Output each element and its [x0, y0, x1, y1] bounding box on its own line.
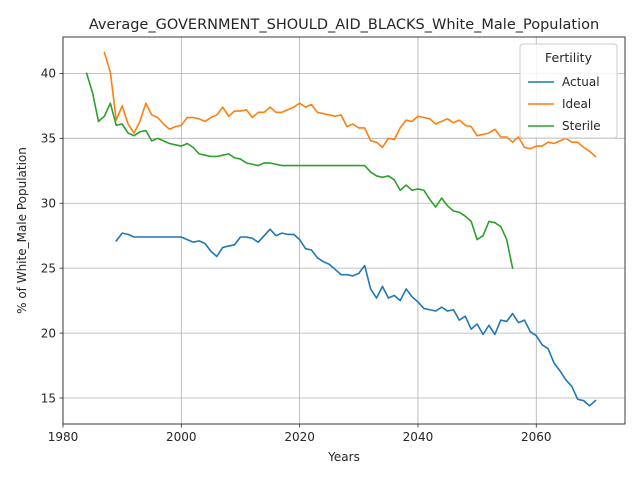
plot-frame: [62, 36, 626, 425]
y-tick-label: 40: [41, 67, 56, 81]
x-tick-label: 1980: [48, 430, 79, 444]
axis-ticks: 1980 2000 2020 2040 2060 15 20 25 30 35 40: [41, 67, 552, 444]
legend-box: [519, 43, 618, 139]
series-lines: [85, 51, 597, 407]
legend-label-ideal: Ideal: [562, 97, 591, 111]
x-tick-label: 2060: [521, 430, 552, 444]
legend: Fertility Actual Ideal Sterile: [519, 43, 618, 139]
x-tick-label: 2040: [403, 430, 434, 444]
y-tick-label: 15: [41, 391, 56, 405]
legend-label-actual: Actual: [562, 75, 600, 89]
y-tick-label: 35: [41, 132, 56, 146]
series-line-ideal: [103, 51, 597, 158]
series-line-sterile: [85, 72, 514, 270]
series-line-actual: [115, 228, 597, 407]
legend-label-sterile: Sterile: [562, 119, 601, 133]
y-tick-label: 30: [41, 197, 56, 211]
chart-title: Average_GOVERNMENT_SHOULD_AID_BLACKS_Whi…: [89, 17, 599, 33]
x-tick-label: 2020: [284, 430, 315, 444]
y-axis-label: % of White_Male Population: [15, 147, 29, 314]
legend-items: Actual Ideal Sterile: [528, 75, 601, 133]
y-tick-label: 25: [41, 261, 56, 275]
x-tick-label: 2000: [166, 430, 197, 444]
legend-title: Fertility: [545, 50, 593, 65]
x-axis-label: Years: [327, 450, 360, 464]
y-tick-label: 20: [41, 326, 56, 340]
